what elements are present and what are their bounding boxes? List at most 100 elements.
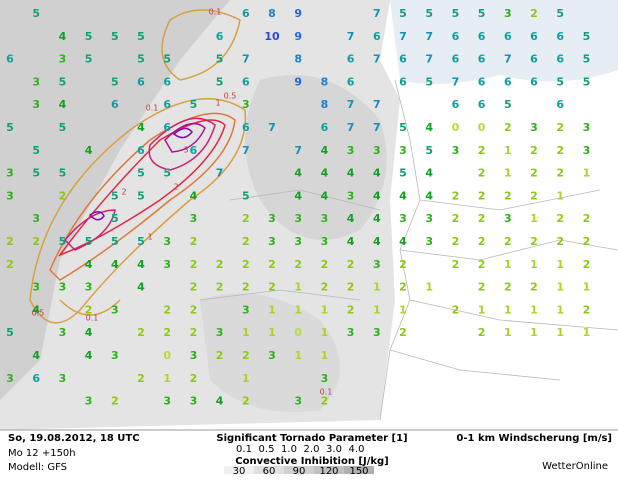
wind-value: 5 — [216, 53, 224, 66]
wind-value: 1 — [556, 189, 564, 202]
wind-value: 3 — [163, 235, 171, 248]
wind-value: 1 — [321, 303, 329, 316]
wind-value: 1 — [478, 303, 486, 316]
wind-value: 5 — [32, 7, 40, 20]
wind-value: 5 — [583, 75, 591, 88]
wind-value: 3 — [85, 395, 93, 408]
wind-value: 3 — [321, 212, 329, 225]
cin-swatch — [284, 466, 314, 474]
wind-value: 2 — [137, 326, 145, 339]
wind-value: 3 — [452, 144, 460, 157]
wind-value: 1 — [294, 349, 302, 362]
wind-value: 5 — [137, 189, 145, 202]
contour-label: 1 — [215, 99, 220, 108]
cin-area — [200, 293, 340, 412]
wind-value: 4 — [321, 189, 329, 202]
wind-value: 3 — [399, 144, 407, 157]
wind-value: 7 — [504, 53, 512, 66]
wind-value: 2 — [452, 212, 460, 225]
wind-value: 6 — [530, 53, 538, 66]
wind-value: 1 — [294, 281, 302, 294]
wind-value: 2 — [137, 372, 145, 385]
wind-value: 2 — [294, 258, 302, 271]
wind-value: 1 — [321, 326, 329, 339]
cin-legend: 30 60 90 120 150 — [224, 466, 374, 477]
wind-value: 1 — [321, 349, 329, 362]
wind-value: 3 — [6, 189, 14, 202]
wind-value: 7 — [425, 30, 433, 43]
wind-value: 6 — [347, 53, 355, 66]
wind-value: 2 — [190, 372, 198, 385]
wind-value: 3 — [373, 258, 381, 271]
wind-value: 5 — [59, 167, 67, 180]
wind-value: 1 — [530, 212, 538, 225]
wind-value: 4 — [347, 235, 355, 248]
wind-value: 4 — [321, 144, 329, 157]
wind-value: 5 — [32, 144, 40, 157]
wind-value: 6 — [399, 53, 407, 66]
wind-value: 6 — [478, 75, 486, 88]
wind-value: 3 — [373, 326, 381, 339]
contour-label: 0.1 — [146, 104, 159, 113]
wind-value: 2 — [504, 281, 512, 294]
wind-value: 2 — [556, 235, 564, 248]
wind-value: 1 — [556, 258, 564, 271]
wind-value: 6 — [478, 30, 486, 43]
wind-value: 3 — [59, 326, 67, 339]
wind-value: 6 — [504, 30, 512, 43]
wind-value: 3 — [347, 326, 355, 339]
wind-value: 1 — [583, 167, 591, 180]
wind-value: 1 — [583, 326, 591, 339]
wind-value: 2 — [399, 326, 407, 339]
wind-value: 6 — [452, 30, 460, 43]
wind-value: 1 — [425, 281, 433, 294]
wind-value: 5 — [190, 98, 198, 111]
wind-value: 4 — [85, 258, 93, 271]
wind-value: 5 — [478, 7, 486, 20]
wind-value: 2 — [321, 258, 329, 271]
wind-value: 6 — [556, 53, 564, 66]
wind-value: 3 — [59, 53, 67, 66]
wind-value: 2 — [452, 303, 460, 316]
wind-value: 2 — [242, 212, 250, 225]
wind-value: 1 — [583, 281, 591, 294]
cin-level: 60 — [263, 466, 276, 477]
wind-value: 6 — [530, 30, 538, 43]
wind-value: 2 — [268, 281, 276, 294]
wind-value: 5 — [137, 235, 145, 248]
wind-value: 5 — [425, 144, 433, 157]
wind-value: 5 — [137, 30, 145, 43]
wind-value: 7 — [347, 30, 355, 43]
wind-value: 3 — [425, 212, 433, 225]
wind-value: 7 — [373, 53, 381, 66]
wind-value: 5 — [59, 235, 67, 248]
wind-value: 4 — [216, 395, 224, 408]
wind-value: 0 — [452, 121, 460, 134]
wind-value: 3 — [59, 372, 67, 385]
wind-value: 3 — [268, 349, 276, 362]
wind-value: 1 — [504, 144, 512, 157]
stp-title: Significant Tornado Parameter [1] — [216, 433, 407, 444]
wind-value: 2 — [452, 258, 460, 271]
wind-value: 1 — [163, 372, 171, 385]
wind-value: 1 — [504, 326, 512, 339]
wind-value: 4 — [373, 167, 381, 180]
cin-level: 30 — [233, 466, 246, 477]
wind-value: 2 — [347, 303, 355, 316]
wind-value: 2 — [399, 281, 407, 294]
cin-swatch — [224, 466, 254, 474]
stp-legend: 0.1 0.5 1.0 2.0 3.0 4.0 — [236, 444, 364, 455]
wind-value: 2 — [6, 258, 14, 271]
wind-value: 4 — [425, 121, 433, 134]
run: Mo 12 +150h — [8, 448, 76, 459]
wind-value: 10 — [264, 30, 280, 43]
wind-value: 5 — [242, 189, 250, 202]
wind-value: 8 — [321, 75, 329, 88]
wind-value: 3 — [242, 98, 250, 111]
wind-value: 6 — [137, 75, 145, 88]
wind-value: 3 — [190, 212, 198, 225]
wind-value: 2 — [452, 189, 460, 202]
wind-value: 5 — [583, 53, 591, 66]
wind-value: 3 — [190, 395, 198, 408]
wind-value: 7 — [425, 53, 433, 66]
